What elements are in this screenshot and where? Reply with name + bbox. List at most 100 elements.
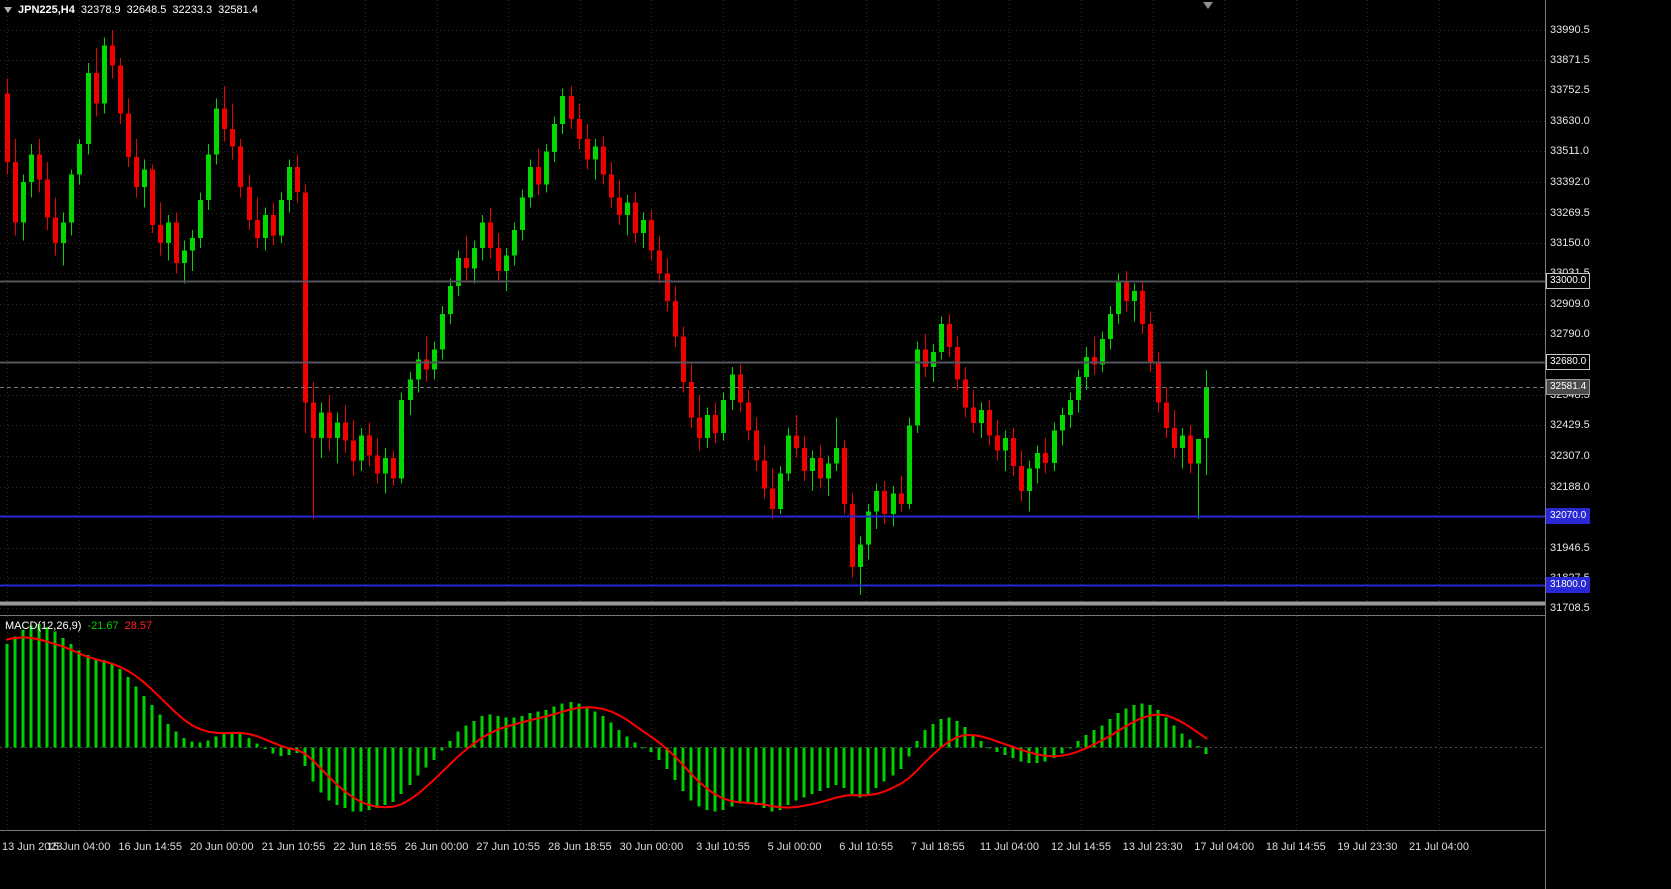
pane-separator[interactable] bbox=[0, 615, 1671, 616]
time-tick-label: 26 Jun 00:00 bbox=[404, 841, 469, 853]
candle bbox=[45, 161, 50, 231]
candle bbox=[1124, 270, 1129, 312]
candle bbox=[5, 78, 10, 175]
candle bbox=[834, 417, 839, 471]
pane-separator[interactable] bbox=[0, 830, 1671, 831]
price-tick-label: 31946.5 bbox=[1550, 541, 1590, 554]
price-line-badge: 33000.0 bbox=[1546, 272, 1591, 289]
price-scale[interactable]: 420.25 0.00 -264.58 33990.533871.533752.… bbox=[1545, 0, 1671, 889]
candle bbox=[21, 174, 26, 241]
candle bbox=[1204, 369, 1209, 476]
candle bbox=[359, 427, 364, 471]
time-tick-label: 12 Jul 14:55 bbox=[1051, 841, 1111, 853]
time-tick-label: 27 Jun 10:55 bbox=[476, 841, 540, 853]
candle bbox=[303, 184, 308, 433]
candle bbox=[375, 437, 380, 484]
candle bbox=[1156, 351, 1161, 413]
candles bbox=[5, 30, 1209, 595]
candle bbox=[408, 372, 413, 416]
candle bbox=[150, 164, 155, 233]
candle bbox=[818, 445, 823, 489]
candle bbox=[1003, 430, 1008, 471]
time-tick-label: 19 Jul 23:30 bbox=[1337, 841, 1398, 853]
main-grid bbox=[0, 0, 1545, 615]
time-tick-label: 5 Jul 00:00 bbox=[767, 841, 822, 853]
candle bbox=[391, 450, 396, 487]
candle bbox=[1076, 369, 1081, 413]
candle bbox=[649, 210, 654, 261]
macd-indicator-pane[interactable] bbox=[0, 616, 1545, 830]
candle bbox=[29, 144, 34, 198]
candle bbox=[295, 154, 300, 203]
time-tick-label: 15 Jun 04:00 bbox=[46, 841, 111, 853]
candle bbox=[512, 222, 517, 266]
time-scale[interactable]: 13 Jun 2023 15 Jun 04:00 16 Jun 14:55 20 Ju… bbox=[0, 831, 1545, 889]
candle bbox=[528, 159, 533, 208]
price-tick-label: 33752.5 bbox=[1550, 84, 1590, 97]
candle bbox=[713, 402, 718, 443]
candle bbox=[77, 139, 82, 185]
candle bbox=[544, 144, 549, 193]
candle bbox=[1132, 283, 1137, 322]
price-chart-pane[interactable] bbox=[0, 0, 1545, 615]
candle bbox=[472, 240, 477, 284]
candle bbox=[480, 215, 485, 261]
time-tick-label: 13 Jun 2023 bbox=[2, 841, 63, 853]
candle bbox=[182, 240, 187, 284]
price-tick-label: 32790.0 bbox=[1550, 328, 1590, 341]
candle bbox=[673, 286, 678, 347]
candle bbox=[850, 493, 855, 578]
candle bbox=[625, 194, 630, 236]
candle bbox=[1052, 422, 1057, 471]
time-tick-label: 18 Jul 14:55 bbox=[1265, 841, 1326, 853]
candle bbox=[1164, 387, 1169, 438]
candle bbox=[987, 400, 992, 446]
candle bbox=[37, 139, 42, 193]
candle bbox=[496, 232, 501, 281]
time-tick-label: 11 Jul 04:00 bbox=[979, 841, 1039, 853]
time-tick-label: 3 Jul 10:55 bbox=[696, 841, 750, 853]
candle bbox=[279, 192, 284, 243]
candle bbox=[94, 47, 99, 117]
candle bbox=[882, 481, 887, 525]
candle bbox=[609, 161, 614, 208]
price-tick-label: 33630.0 bbox=[1550, 115, 1590, 128]
candle bbox=[383, 448, 388, 494]
candle bbox=[762, 445, 767, 499]
time-tick-label: 6 Jul 10:55 bbox=[839, 841, 894, 853]
chart-shift-marker-icon[interactable] bbox=[1203, 2, 1213, 9]
candle bbox=[166, 215, 171, 261]
candle bbox=[1060, 407, 1065, 446]
candle bbox=[416, 351, 421, 393]
candle bbox=[432, 341, 437, 380]
candle bbox=[866, 503, 871, 560]
price-tick-label: 33511.0 bbox=[1550, 145, 1589, 158]
candle bbox=[1100, 331, 1105, 373]
candle bbox=[206, 144, 211, 210]
candle bbox=[158, 202, 163, 256]
candle bbox=[1140, 280, 1145, 335]
candle bbox=[899, 475, 904, 512]
candle bbox=[367, 422, 372, 466]
candle bbox=[1011, 427, 1016, 476]
macd-signal-line bbox=[6, 636, 1208, 809]
candle bbox=[343, 405, 348, 454]
time-tick-label: 30 Jun 00:00 bbox=[619, 841, 684, 853]
dropdown-arrow-icon[interactable] bbox=[4, 7, 12, 13]
candle bbox=[1027, 460, 1032, 512]
candle bbox=[190, 230, 195, 271]
candle bbox=[995, 420, 1000, 461]
candle bbox=[1108, 306, 1113, 350]
candle bbox=[69, 169, 74, 236]
candle bbox=[230, 103, 235, 160]
candle bbox=[53, 197, 58, 256]
candle bbox=[247, 174, 252, 231]
candle bbox=[319, 402, 324, 459]
candle bbox=[126, 98, 131, 167]
candle bbox=[633, 192, 638, 243]
candle bbox=[504, 248, 509, 291]
candle bbox=[738, 364, 743, 413]
candle bbox=[520, 189, 525, 241]
candle bbox=[923, 334, 928, 378]
close-value: 32581.4 bbox=[218, 4, 258, 16]
